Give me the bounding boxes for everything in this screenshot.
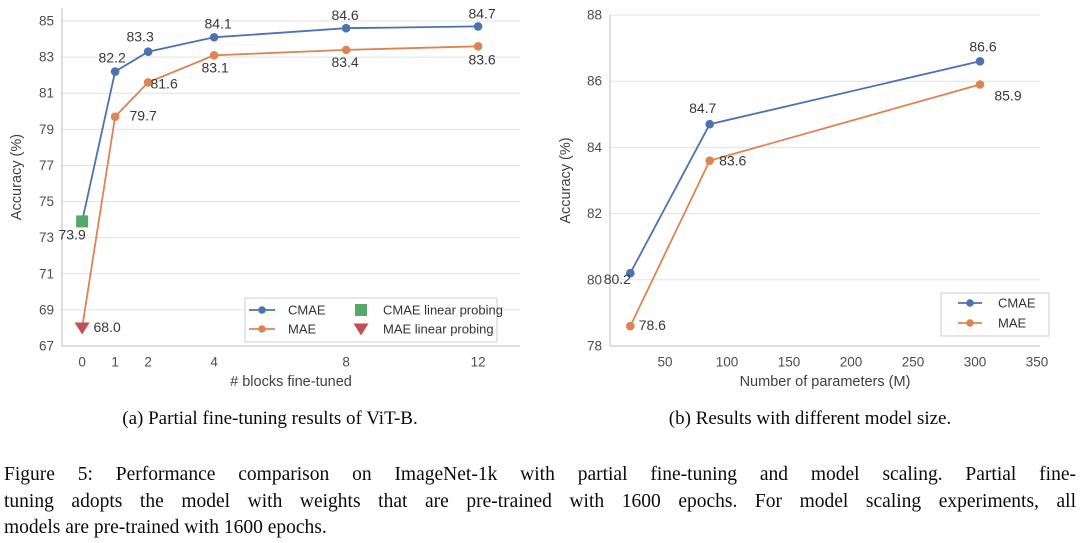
legend-item-label: CMAE <box>288 303 326 318</box>
y-axis-label: Accuracy (%) <box>558 137 574 223</box>
data-point-label: 80.2 <box>604 271 631 287</box>
y-tick-label: 88 <box>587 8 602 23</box>
circle-marker <box>705 156 714 165</box>
y-tick-label: 80 <box>587 272 602 287</box>
y-tick-label: 71 <box>39 266 54 281</box>
y-tick-label: 79 <box>39 122 54 137</box>
circle-marker <box>705 119 714 129</box>
data-point-label: 84.7 <box>468 5 495 21</box>
x-axis-label: # blocks fine-tuned <box>230 374 352 390</box>
data-point-label: 83.4 <box>331 54 358 70</box>
data-point-label: 73.9 <box>59 226 86 242</box>
square-marker <box>76 215 89 228</box>
data-point-label: 85.9 <box>994 88 1021 104</box>
legend-item-label: MAE <box>998 316 1027 331</box>
circle-marker <box>341 45 351 55</box>
x-axis-label: Number of parameters (M) <box>740 374 911 390</box>
circle-marker <box>258 306 266 314</box>
x-tick-label: 50 <box>658 355 673 370</box>
circle-marker <box>209 51 219 60</box>
data-point-label: 84.7 <box>689 100 716 116</box>
y-tick-label: 73 <box>39 230 54 245</box>
data-point-label: 79.7 <box>130 108 157 124</box>
x-tick-label: 100 <box>716 355 739 370</box>
legend-box <box>940 292 1050 337</box>
x-tick-label: 150 <box>778 355 801 370</box>
data-point-label: 68.0 <box>94 319 121 335</box>
circle-marker <box>626 321 635 331</box>
data-point-label: 78.6 <box>639 317 666 333</box>
y-axis-label: Accuracy (%) <box>9 134 25 220</box>
figure-caption: Figure 5: Performance comparison on Imag… <box>4 462 1076 542</box>
series-line-0 <box>629 60 981 274</box>
x-tick-label: 300 <box>964 355 987 370</box>
y-tick-label: 83 <box>39 50 54 65</box>
x-tick-label: 200 <box>840 355 863 370</box>
chart-model-scaling: 78 80 82 84 86 88 50 100 150 200 250 300 350 Number o… <box>558 8 1050 390</box>
circle-marker <box>143 78 153 87</box>
data-point-label: 84.6 <box>331 7 358 23</box>
y-tick-label: 85 <box>39 14 54 29</box>
circle-marker <box>143 47 153 56</box>
y-tick-label: 81 <box>39 86 54 101</box>
data-point-label: 83.6 <box>719 153 746 169</box>
legend-item-label: MAE linear probing <box>383 322 494 337</box>
data-point-label: 81.6 <box>150 75 177 91</box>
x-tick-label: 2 <box>144 355 152 370</box>
x-tick-label: 4 <box>210 355 218 370</box>
legend-item-label: CMAE <box>998 296 1036 311</box>
series-line-0 <box>81 25 479 222</box>
y-tick-label: 77 <box>39 158 54 173</box>
circle-marker <box>209 32 219 42</box>
y-tick-label: 78 <box>587 339 602 354</box>
circle-marker <box>966 299 974 307</box>
figure-caption-line: models are pre-trained with 1600 epochs. <box>4 517 327 538</box>
y-tick-label: 82 <box>587 206 602 221</box>
legend-item-label: MAE <box>288 322 317 337</box>
triangle-down-marker <box>353 323 369 336</box>
circle-marker <box>473 41 483 51</box>
data-point-label: 84.1 <box>204 15 231 31</box>
figure-caption-line: tuning adopts the model with weights tha… <box>4 490 1076 512</box>
x-tick-label: 8 <box>342 355 350 370</box>
data-point-label: 83.3 <box>126 29 153 45</box>
data-point-label: 83.6 <box>468 51 495 67</box>
circle-marker <box>966 319 974 327</box>
circle-marker <box>473 22 483 31</box>
data-point-label: 83.1 <box>201 59 228 75</box>
x-tick-label: 12 <box>471 355 486 370</box>
y-tick-label: 67 <box>39 339 54 354</box>
x-tick-label: 350 <box>1026 355 1049 370</box>
circle-marker <box>258 325 266 333</box>
y-tick-label: 69 <box>39 302 54 317</box>
x-tick-label: 250 <box>902 355 925 370</box>
data-point-label: 82.2 <box>99 50 126 66</box>
circle-marker <box>341 23 351 33</box>
circle-marker <box>110 112 120 121</box>
subcaption-a: (a) Partial fine-tuning results of ViT-B… <box>122 408 418 429</box>
figure-caption-line: Figure 5: Performance comparison on Imag… <box>4 464 1076 485</box>
series-line-1 <box>81 45 479 329</box>
triangle-down-marker <box>74 322 90 335</box>
data-point-label: 86.6 <box>969 38 996 54</box>
square-marker <box>355 304 367 316</box>
circle-marker <box>975 80 985 89</box>
series-line-1 <box>629 83 981 327</box>
circle-marker <box>626 268 635 278</box>
y-tick-label: 86 <box>587 74 602 89</box>
subcaption-b: (b) Results with different model size. <box>668 408 952 429</box>
circle-marker <box>975 57 985 66</box>
x-tick-label: 0 <box>78 355 86 370</box>
x-tick-label: 1 <box>111 355 119 370</box>
legend-item-label: CMAE linear probing <box>383 303 503 318</box>
y-tick-label: 75 <box>39 194 54 209</box>
legend-box <box>244 297 498 343</box>
circle-marker <box>110 67 120 76</box>
y-tick-label: 84 <box>587 140 603 155</box>
